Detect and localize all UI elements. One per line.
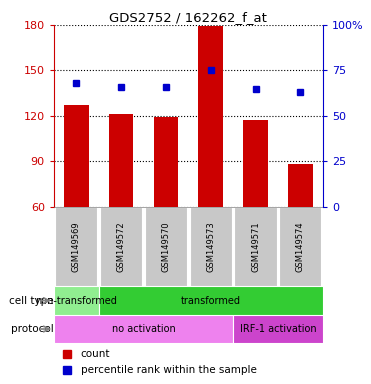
- Text: cell type: cell type: [9, 296, 54, 306]
- Text: GSM149570: GSM149570: [161, 221, 170, 272]
- Text: GSM149572: GSM149572: [116, 221, 125, 272]
- Bar: [279, 207, 321, 286]
- Text: percentile rank within the sample: percentile rank within the sample: [81, 365, 257, 375]
- Text: GSM149571: GSM149571: [251, 221, 260, 272]
- Bar: [198, 26, 223, 207]
- Bar: [190, 207, 232, 286]
- Text: no activation: no activation: [112, 324, 175, 334]
- Bar: [99, 286, 323, 315]
- Bar: [54, 286, 99, 315]
- Title: GDS2752 / 162262_f_at: GDS2752 / 162262_f_at: [109, 11, 267, 24]
- Bar: [109, 114, 133, 207]
- Bar: [64, 105, 89, 207]
- Text: IRF-1 activation: IRF-1 activation: [240, 324, 316, 334]
- Bar: [154, 118, 178, 207]
- Bar: [233, 315, 323, 343]
- Text: GSM149574: GSM149574: [296, 221, 305, 272]
- Text: GSM149573: GSM149573: [206, 221, 215, 272]
- Bar: [100, 207, 142, 286]
- Text: protocol: protocol: [11, 324, 54, 334]
- Bar: [54, 315, 233, 343]
- Bar: [288, 164, 313, 207]
- Text: GSM149569: GSM149569: [72, 221, 81, 272]
- Bar: [234, 207, 277, 286]
- Text: transformed: transformed: [181, 296, 241, 306]
- Bar: [145, 207, 187, 286]
- Bar: [243, 121, 268, 207]
- Bar: [55, 207, 97, 286]
- Text: non-transformed: non-transformed: [35, 296, 117, 306]
- Text: count: count: [81, 349, 110, 359]
